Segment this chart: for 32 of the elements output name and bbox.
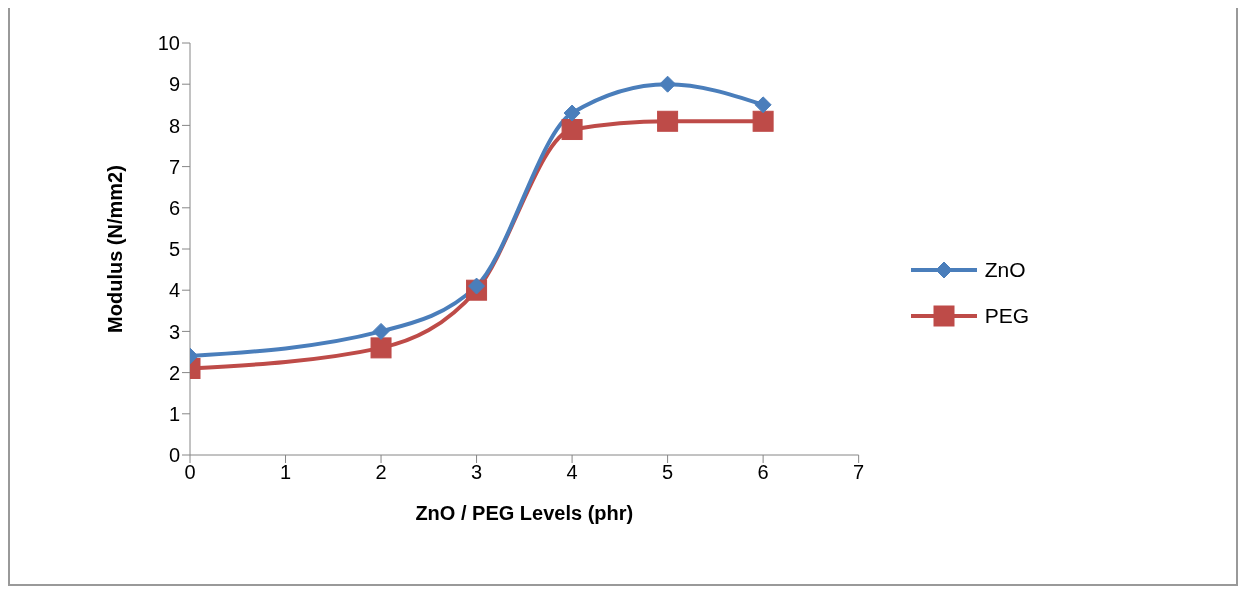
y-tick-label: 2 <box>168 361 180 384</box>
x-tick-label: 0 <box>184 461 196 484</box>
legend-label: ZnO <box>984 258 1026 282</box>
x-tick-label: 7 <box>853 461 865 484</box>
point <box>561 119 583 141</box>
point <box>370 337 392 359</box>
y-tick-label: 4 <box>168 279 180 302</box>
y-tick-label: 3 <box>168 320 180 343</box>
point <box>659 75 677 93</box>
point <box>752 110 774 132</box>
y-tick-label: 8 <box>168 114 180 137</box>
x-tick-label: 3 <box>471 461 483 484</box>
x-tick-label: 2 <box>375 461 387 484</box>
x-tick-label: 5 <box>662 461 674 484</box>
y-tick-label: 0 <box>168 444 180 467</box>
y-tick-label: 10 <box>157 32 180 55</box>
point <box>754 96 772 114</box>
y-tick-label: 6 <box>168 196 180 219</box>
point <box>563 104 581 122</box>
x-axis-title: ZnO / PEG Levels (phr) <box>415 502 634 524</box>
point <box>657 110 679 132</box>
y-tick-label: 5 <box>168 238 180 261</box>
legend-label: PEG <box>984 304 1029 328</box>
x-tick-label: 6 <box>757 461 769 484</box>
point <box>372 322 390 340</box>
y-axis-title: Modulus (N/mm2) <box>104 165 127 333</box>
y-tick-label: 9 <box>168 73 180 96</box>
point <box>468 277 486 295</box>
y-tick-label: 7 <box>168 155 180 178</box>
y-tick-label: 1 <box>168 402 180 425</box>
x-tick-label: 1 <box>279 461 292 484</box>
x-tick-label: 4 <box>566 461 578 484</box>
